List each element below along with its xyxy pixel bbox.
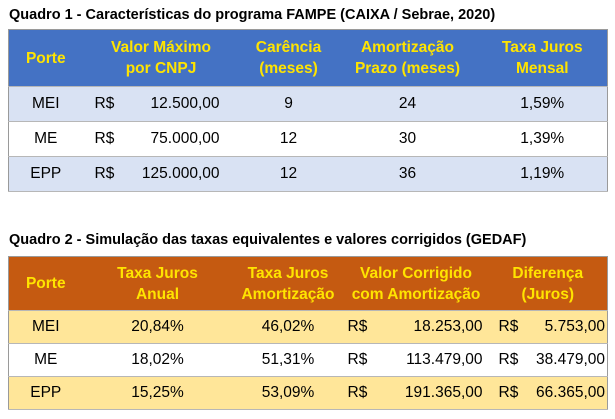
header-taxa-anual: Taxa Juros Anual: [82, 256, 233, 311]
cell-diferenca: R$ 66.365,00: [488, 376, 608, 410]
table-row: MEI R$ 12.500,00 9 24 1,59%: [8, 86, 608, 122]
header-amortizacao-prazo: Amortização Prazo (meses): [337, 29, 478, 87]
table-row: EPP R$ 125.000,00 12 36 1,19%: [8, 156, 608, 192]
cell-valor-corrigido: R$ 191.365,00: [343, 376, 489, 410]
table2-title: Quadro 2 - Simulação das taxas equivalen…: [9, 232, 527, 248]
cell-taxa: 1,19%: [477, 156, 608, 192]
cell-valor-maximo: R$ 125.000,00: [82, 156, 240, 192]
cell-taxa-anual: 18,02%: [82, 343, 233, 377]
cell-valor-corrigido: R$ 113.479,00: [343, 343, 489, 377]
cell-carencia: 9: [239, 86, 338, 122]
cell-porte: ME: [8, 343, 83, 377]
header-taxa-amortizacao: Taxa Juros Amortização: [232, 256, 344, 311]
cell-valor-corrigido: R$ 18.253,00: [343, 310, 489, 344]
cell-taxa-amortizacao: 46,02%: [232, 310, 344, 344]
cell-carencia: 12: [239, 156, 338, 192]
cell-diferenca: R$ 5.753,00: [488, 310, 608, 344]
cell-porte: MEI: [8, 310, 83, 344]
cell-prazo: 30: [337, 121, 478, 157]
header-valor-maximo: Valor Máximo por CNPJ: [82, 29, 240, 87]
header-carencia: Carência (meses): [239, 29, 338, 87]
table1-title: Quadro 1 - Características do programa F…: [9, 7, 496, 23]
cell-porte: EPP: [8, 156, 83, 192]
header-porte: Porte: [8, 256, 83, 311]
header-valor-corrigido: Valor Corrigido com Amortização: [343, 256, 489, 311]
cell-carencia: 12: [239, 121, 338, 157]
table-row: ME 18,02% 51,31% R$ 113.479,00 R$ 38.479,0…: [8, 343, 608, 377]
header-diferenca: Diferença (Juros): [488, 256, 608, 311]
cell-taxa: 1,39%: [477, 121, 608, 157]
cell-porte: ME: [8, 121, 83, 157]
cell-prazo: 36: [337, 156, 478, 192]
cell-taxa-anual: 15,25%: [82, 376, 233, 410]
cell-prazo: 24: [337, 86, 478, 122]
cell-porte: MEI: [8, 86, 83, 122]
cell-taxa-amortizacao: 53,09%: [232, 376, 344, 410]
gedaf-simulation-table: Porte Taxa Juros Anual Taxa Juros Amortiza…: [8, 256, 608, 410]
table-row: ME R$ 75.000,00 12 30 1,39%: [8, 121, 608, 157]
table-row: MEI 20,84% 46,02% R$ 18.253,00 R$ 5.753,00: [8, 310, 608, 344]
table1-header-row: Porte Valor Máximo por CNPJ Carência (mese…: [8, 29, 608, 87]
cell-valor-maximo: R$ 12.500,00: [82, 86, 240, 122]
table2-header-row: Porte Taxa Juros Anual Taxa Juros Amortiza…: [8, 256, 608, 311]
fampe-characteristics-table: Porte Valor Máximo por CNPJ Carência (mese…: [8, 29, 608, 192]
header-taxa-mensal: Taxa Juros Mensal: [477, 29, 608, 87]
cell-taxa-anual: 20,84%: [82, 310, 233, 344]
cell-diferenca: R$ 38.479,00: [488, 343, 608, 377]
header-porte: Porte: [8, 29, 83, 87]
cell-taxa-amortizacao: 51,31%: [232, 343, 344, 377]
cell-valor-maximo: R$ 75.000,00: [82, 121, 240, 157]
cell-porte: EPP: [8, 376, 83, 410]
table-row: EPP 15,25% 53,09% R$ 191.365,00 R$ 66.365,…: [8, 376, 608, 410]
cell-taxa: 1,59%: [477, 86, 608, 122]
